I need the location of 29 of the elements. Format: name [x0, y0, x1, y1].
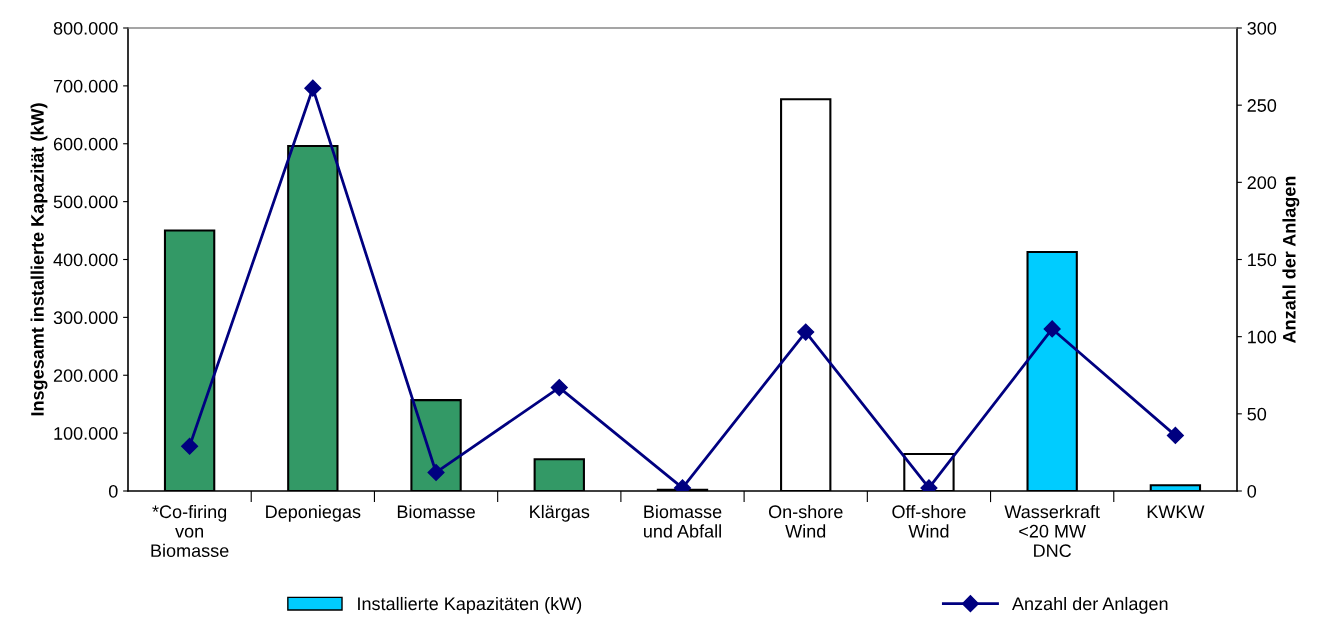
y-tick-label: 400.000	[53, 253, 118, 267]
x-tick-label: Biomasse und Abfall	[644, 504, 722, 538]
y-axis-title: Insgesamt installierte Kapazität (kW)	[30, 103, 48, 416]
x-tick-label: *Co-firing von Biomasse	[151, 504, 229, 558]
y-tick-label: 700.000	[53, 79, 118, 93]
y2-tick-label: 250	[1247, 99, 1277, 112]
y-tick-label: 100.000	[54, 427, 118, 440]
y2-tick-label: 300	[1247, 21, 1277, 35]
y2-axis-title: Anzahl der Anlagen	[1282, 176, 1300, 343]
legend-label: Installierte Kapazitäten (kW)	[358, 596, 582, 614]
y2-tick-label: 150	[1248, 253, 1277, 267]
x-tick-label: On-shore Wind	[768, 504, 843, 538]
y-tick-label: 200.000	[53, 369, 118, 382]
y2-tick-label: 0	[1247, 484, 1257, 498]
y2-tick-label: 200	[1247, 176, 1277, 190]
y-tick-label: 600.000	[53, 137, 118, 151]
y-tick-label: 800.000	[53, 21, 118, 35]
x-tick-label: Klärgas	[530, 504, 590, 522]
y-tick-label: 0	[108, 484, 118, 498]
x-tick-label: Biomasse	[397, 504, 475, 519]
legend-label: Anzahl der Anlagen	[1011, 596, 1168, 614]
x-tick-label: KWKW	[1147, 505, 1205, 518]
y2-tick-label: 100	[1248, 330, 1277, 344]
y-tick-label: 300.000	[53, 311, 118, 325]
y2-tick-label: 50	[1247, 407, 1267, 421]
x-tick-label: Deponiegas	[266, 504, 361, 522]
x-tick-label: Off-shore Wind	[892, 504, 966, 538]
y-tick-label: 500.000	[53, 195, 118, 209]
x-tick-label: Wasserkraft <20 MW DNC	[1004, 504, 1100, 558]
